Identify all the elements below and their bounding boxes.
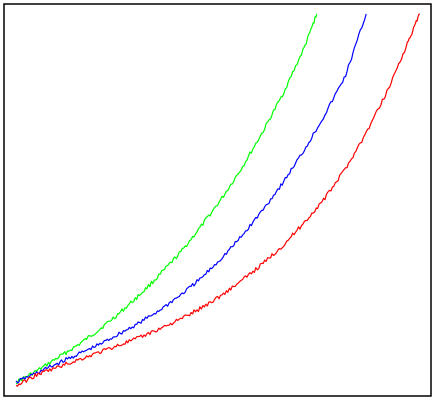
series-layer: [15, 13, 420, 387]
series-line-1: [15, 13, 318, 385]
series-line-2: [15, 13, 367, 384]
series-line-3: [15, 13, 420, 387]
plot-frame: [3, 3, 432, 397]
